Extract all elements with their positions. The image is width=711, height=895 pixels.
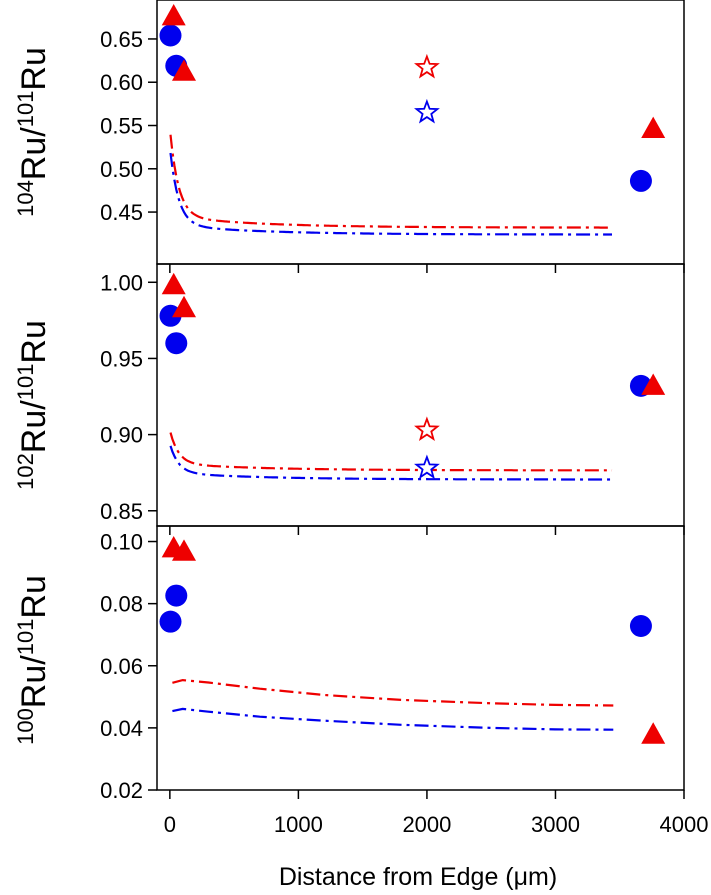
- y-tick-label: 1.00: [100, 270, 143, 295]
- y-tick-label: 0.65: [100, 27, 143, 52]
- y-axis-label: 102Ru/101Ru: [13, 320, 53, 490]
- panel-frame: [156, 525, 685, 791]
- data-point-triangle: [161, 4, 186, 26]
- x-tick-label: 0: [164, 812, 176, 837]
- data-point-circle: [159, 610, 182, 633]
- data-point-triangle: [641, 373, 666, 395]
- y-label-text: Ru/: [15, 127, 53, 180]
- y-tick-label: 0.85: [100, 499, 143, 524]
- y-tick-label: 0.04: [100, 716, 143, 741]
- panel-frame: [156, 0, 685, 265]
- data-point-circle: [165, 332, 188, 355]
- data-point-star: [414, 454, 440, 480]
- y-axis-label: 100Ru/101Ru: [13, 575, 53, 745]
- data-point-triangle: [641, 116, 666, 138]
- y-tick-label: 0.50: [100, 157, 143, 182]
- model-curves: [172, 678, 614, 731]
- data-point-triangle: [641, 722, 666, 744]
- x-axis-label: Distance from Edge (μm): [279, 863, 557, 891]
- y-label-text: Ru: [15, 320, 53, 363]
- y-label-text: Ru/: [15, 400, 53, 453]
- model-curve-red-model: [169, 134, 612, 229]
- panel-104: 0.45 0.50 0.55 0.60 0.65 104Ru/101Ru: [13, 0, 685, 273]
- y-tick-label: 0.08: [100, 592, 143, 617]
- y-label-superscript: 101: [13, 619, 38, 656]
- model-curves: [169, 432, 613, 481]
- y-label-superscript: 102: [13, 453, 38, 490]
- data-point-star: [414, 53, 440, 79]
- y-tick-label: 0.55: [100, 114, 143, 139]
- model-curves: [169, 134, 612, 236]
- y-label-text: Ru: [15, 575, 53, 618]
- x-tick-label: 4000: [660, 812, 709, 837]
- panels-layer: 0.450.500.550.600.65104Ru/101Ru0.850.900…: [13, 0, 685, 803]
- data-point-triangle: [172, 539, 196, 561]
- x-tick-label: 3000: [531, 812, 580, 837]
- model-curve-blue-model: [172, 707, 614, 731]
- y-tick-label: 0.06: [100, 654, 143, 679]
- model-curve-blue-model: [169, 152, 612, 236]
- y-label-superscript: 101: [13, 91, 38, 128]
- model-curve-red-model: [172, 678, 614, 707]
- y-label-text: Ru: [15, 47, 53, 90]
- data-point-circle: [159, 24, 182, 47]
- y-label-superscript: 104: [13, 180, 38, 217]
- panel-frame: [156, 263, 685, 527]
- data-point-circle: [165, 584, 188, 607]
- model-curve-blue-model: [169, 445, 612, 481]
- panel-102: 0.85 0.90 0.95 1.00 102Ru/101Ru: [13, 263, 685, 535]
- y-tick-label: 0.10: [100, 530, 143, 555]
- y-label-superscript: 100: [13, 708, 38, 745]
- y-axis-label: 104Ru/101Ru: [13, 47, 53, 217]
- y-label-text: Ru/: [15, 655, 53, 708]
- data-point-star: [414, 416, 440, 442]
- y-tick-label: 0.60: [100, 70, 143, 95]
- data-point-triangle: [172, 295, 196, 318]
- y-tick-label: 0.90: [100, 423, 143, 448]
- model-curve-red-model: [169, 432, 613, 472]
- y-tick-label: 0.45: [100, 200, 143, 225]
- y-tick-label: 0.95: [100, 346, 143, 371]
- y-tick-label: 0.02: [100, 778, 143, 803]
- x-tick-label: 1000: [274, 812, 323, 837]
- y-label-superscript: 101: [13, 364, 38, 401]
- data-point-star: [414, 98, 440, 124]
- data-point-circle: [629, 615, 652, 638]
- x-tick-label: 2000: [402, 812, 451, 837]
- x-axis: 0 1000 2000 3000 4000: [164, 812, 709, 837]
- data-point-circle: [629, 169, 652, 192]
- data-point-triangle: [161, 272, 186, 295]
- panel-100: 0.02 0.04 0.06 0.08 0.10 100Ru/101Ru: [13, 525, 685, 803]
- data-point-triangle: [172, 59, 196, 81]
